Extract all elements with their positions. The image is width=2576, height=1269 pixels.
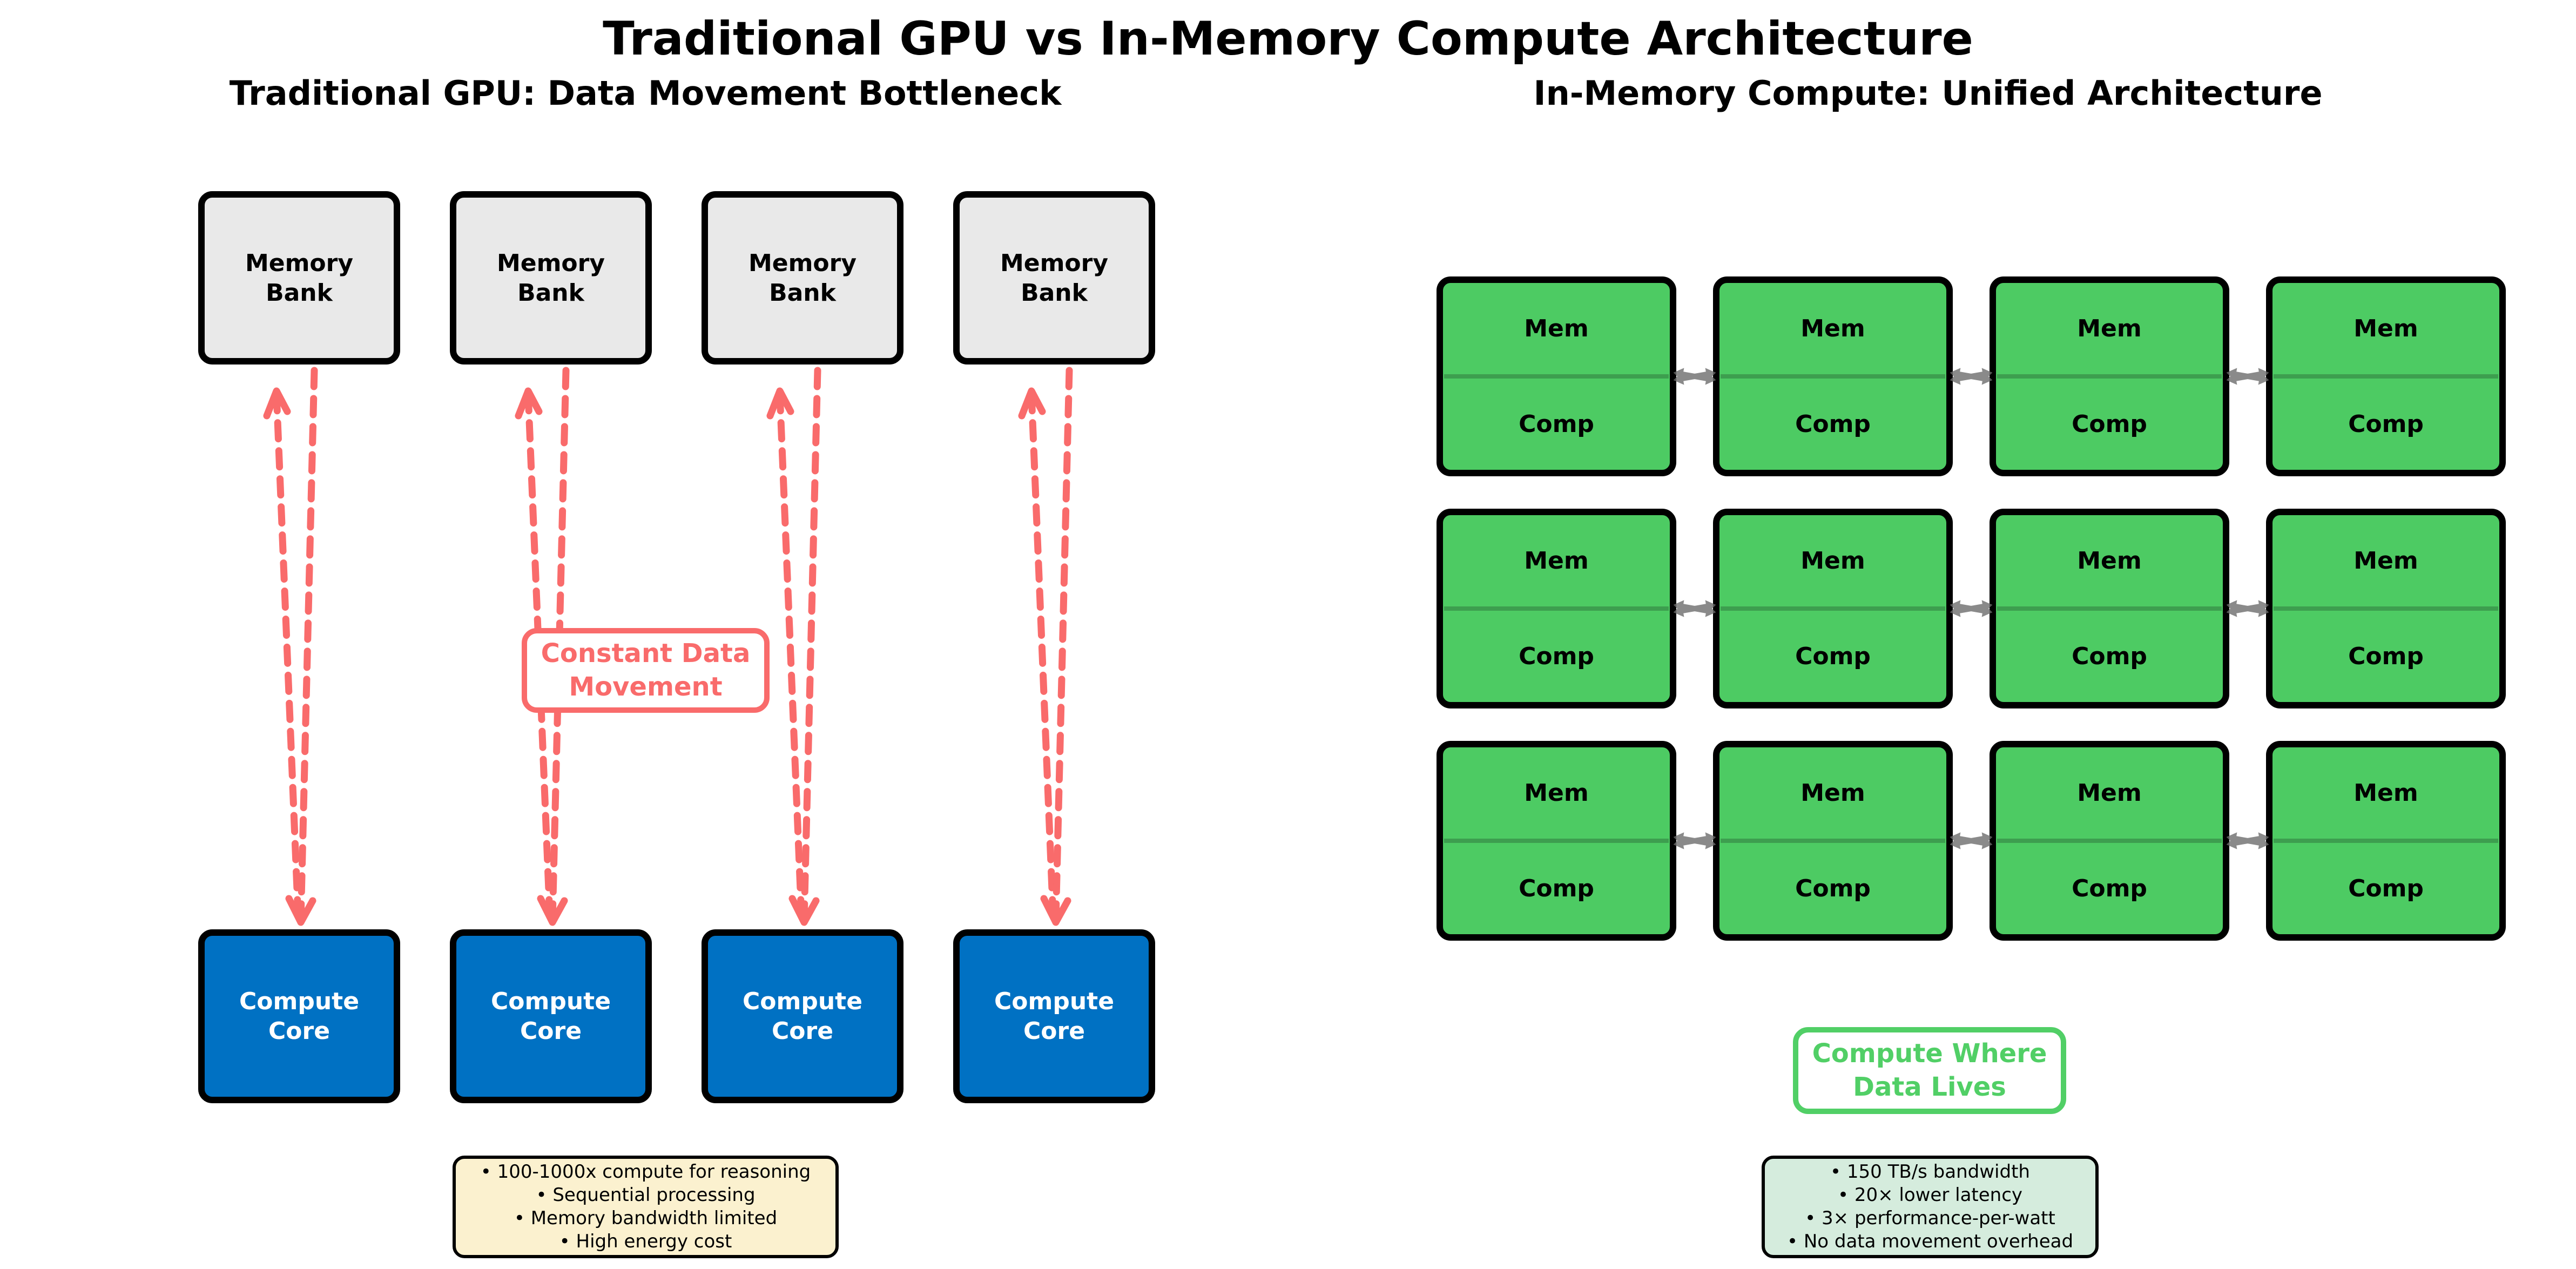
tile-divider <box>1444 374 1669 379</box>
data-movement-arrows-icon <box>1018 367 1073 926</box>
section-subtitle-inmemory: In-Memory Compute: Unified Architecture <box>1533 73 2323 113</box>
section-subtitle-traditional: Traditional GPU: Data Movement Bottlenec… <box>229 73 1062 113</box>
tile-divider <box>1997 374 2222 379</box>
tile-divider <box>2274 606 2498 611</box>
mem-comp-tile: Mem Comp <box>2266 276 2506 476</box>
tile-divider <box>2274 374 2498 379</box>
memory-bank-box: Memory Bank <box>450 191 652 364</box>
mem-comp-tile: Mem Comp <box>1713 509 1953 708</box>
mem-comp-tile: Mem Comp <box>2266 509 2506 708</box>
compute-where-data-lives-label: Compute Where Data Lives <box>1793 1027 2066 1114</box>
tile-mem-section: Mem <box>2354 779 2418 807</box>
tile-mem-section: Mem <box>1800 547 1865 575</box>
note-line: • 3× performance-per-watt <box>1805 1207 2055 1229</box>
tile-divider <box>1444 839 1669 843</box>
tile-divider <box>2274 839 2498 843</box>
interconnect-arrow-icon <box>2226 832 2269 849</box>
tile-mem-section: Mem <box>1524 315 1589 342</box>
data-movement-arrows-icon <box>263 367 318 926</box>
note-line: • Sequential processing <box>536 1184 756 1206</box>
gpu-limitations-note: • 100-1000x compute for reasoning • Sequ… <box>453 1156 839 1258</box>
tile-mem-section: Mem <box>2354 547 2418 575</box>
mem-comp-tile: Mem Comp <box>1437 741 1676 941</box>
note-line: • No data movement overhead <box>1786 1231 2074 1253</box>
tile-comp-section: Comp <box>1795 875 1871 902</box>
interconnect-arrow-icon <box>1673 832 1716 849</box>
interconnect-arrow-icon <box>2226 600 2269 617</box>
tile-mem-section: Mem <box>2077 315 2142 342</box>
tile-mem-section: Mem <box>1524 779 1589 807</box>
mem-comp-tile: Mem Comp <box>1990 276 2229 476</box>
note-line: • Memory bandwidth limited <box>514 1207 778 1229</box>
tile-comp-section: Comp <box>2348 875 2424 902</box>
mem-comp-tile: Mem Comp <box>1713 276 1953 476</box>
tile-comp-section: Comp <box>2348 643 2424 670</box>
interconnect-arrow-icon <box>1673 600 1716 617</box>
interconnect-arrow-icon <box>1950 368 1993 385</box>
tile-mem-section: Mem <box>1800 315 1865 342</box>
tile-comp-section: Comp <box>2348 410 2424 438</box>
tile-comp-section: Comp <box>1519 410 1594 438</box>
note-line: • 20× lower latency <box>1837 1184 2023 1206</box>
note-line: • 150 TB/s bandwidth <box>1830 1160 2030 1183</box>
mem-comp-tile: Mem Comp <box>1713 741 1953 941</box>
tile-comp-section: Comp <box>2072 643 2147 670</box>
memory-bank-box: Memory Bank <box>198 191 400 364</box>
mem-comp-tile: Mem Comp <box>1437 276 1676 476</box>
tile-divider <box>1997 839 2222 843</box>
compute-core-box: Compute Core <box>702 929 903 1103</box>
tile-divider <box>1444 606 1669 611</box>
note-line: • 100-1000x compute for reasoning <box>480 1160 811 1183</box>
data-movement-arrows-icon <box>766 367 821 926</box>
tile-comp-section: Comp <box>2072 875 2147 902</box>
memory-bank-box: Memory Bank <box>953 191 1155 364</box>
tile-divider <box>1721 606 1945 611</box>
interconnect-arrow-icon <box>1950 832 1993 849</box>
inmemory-benefits-note: • 150 TB/s bandwidth • 20× lower latency… <box>1762 1156 2099 1258</box>
tile-divider <box>1721 839 1945 843</box>
constant-data-movement-label: Constant Data Movement <box>522 628 770 713</box>
mem-comp-tile: Mem Comp <box>1990 741 2229 941</box>
tile-mem-section: Mem <box>1524 547 1589 575</box>
tile-mem-section: Mem <box>2354 315 2418 342</box>
tile-comp-section: Comp <box>1795 410 1871 438</box>
compute-core-box: Compute Core <box>953 929 1155 1103</box>
tile-divider <box>1997 606 2222 611</box>
mem-comp-tile: Mem Comp <box>1437 509 1676 708</box>
tile-mem-section: Mem <box>2077 779 2142 807</box>
mem-comp-tile: Mem Comp <box>1990 509 2229 708</box>
tile-comp-section: Comp <box>2072 410 2147 438</box>
interconnect-arrow-icon <box>1673 368 1716 385</box>
figure-title: Traditional GPU vs In-Memory Compute Arc… <box>603 12 1973 66</box>
note-line: • High energy cost <box>559 1231 732 1253</box>
tile-comp-section: Comp <box>1519 875 1594 902</box>
memory-bank-box: Memory Bank <box>702 191 903 364</box>
compute-core-box: Compute Core <box>450 929 652 1103</box>
tile-comp-section: Comp <box>1519 643 1594 670</box>
tile-comp-section: Comp <box>1795 643 1871 670</box>
interconnect-arrow-icon <box>2226 368 2269 385</box>
tile-mem-section: Mem <box>2077 547 2142 575</box>
interconnect-arrow-icon <box>1950 600 1993 617</box>
tile-divider <box>1721 374 1945 379</box>
mem-comp-tile: Mem Comp <box>2266 741 2506 941</box>
tile-mem-section: Mem <box>1800 779 1865 807</box>
compute-core-box: Compute Core <box>198 929 400 1103</box>
